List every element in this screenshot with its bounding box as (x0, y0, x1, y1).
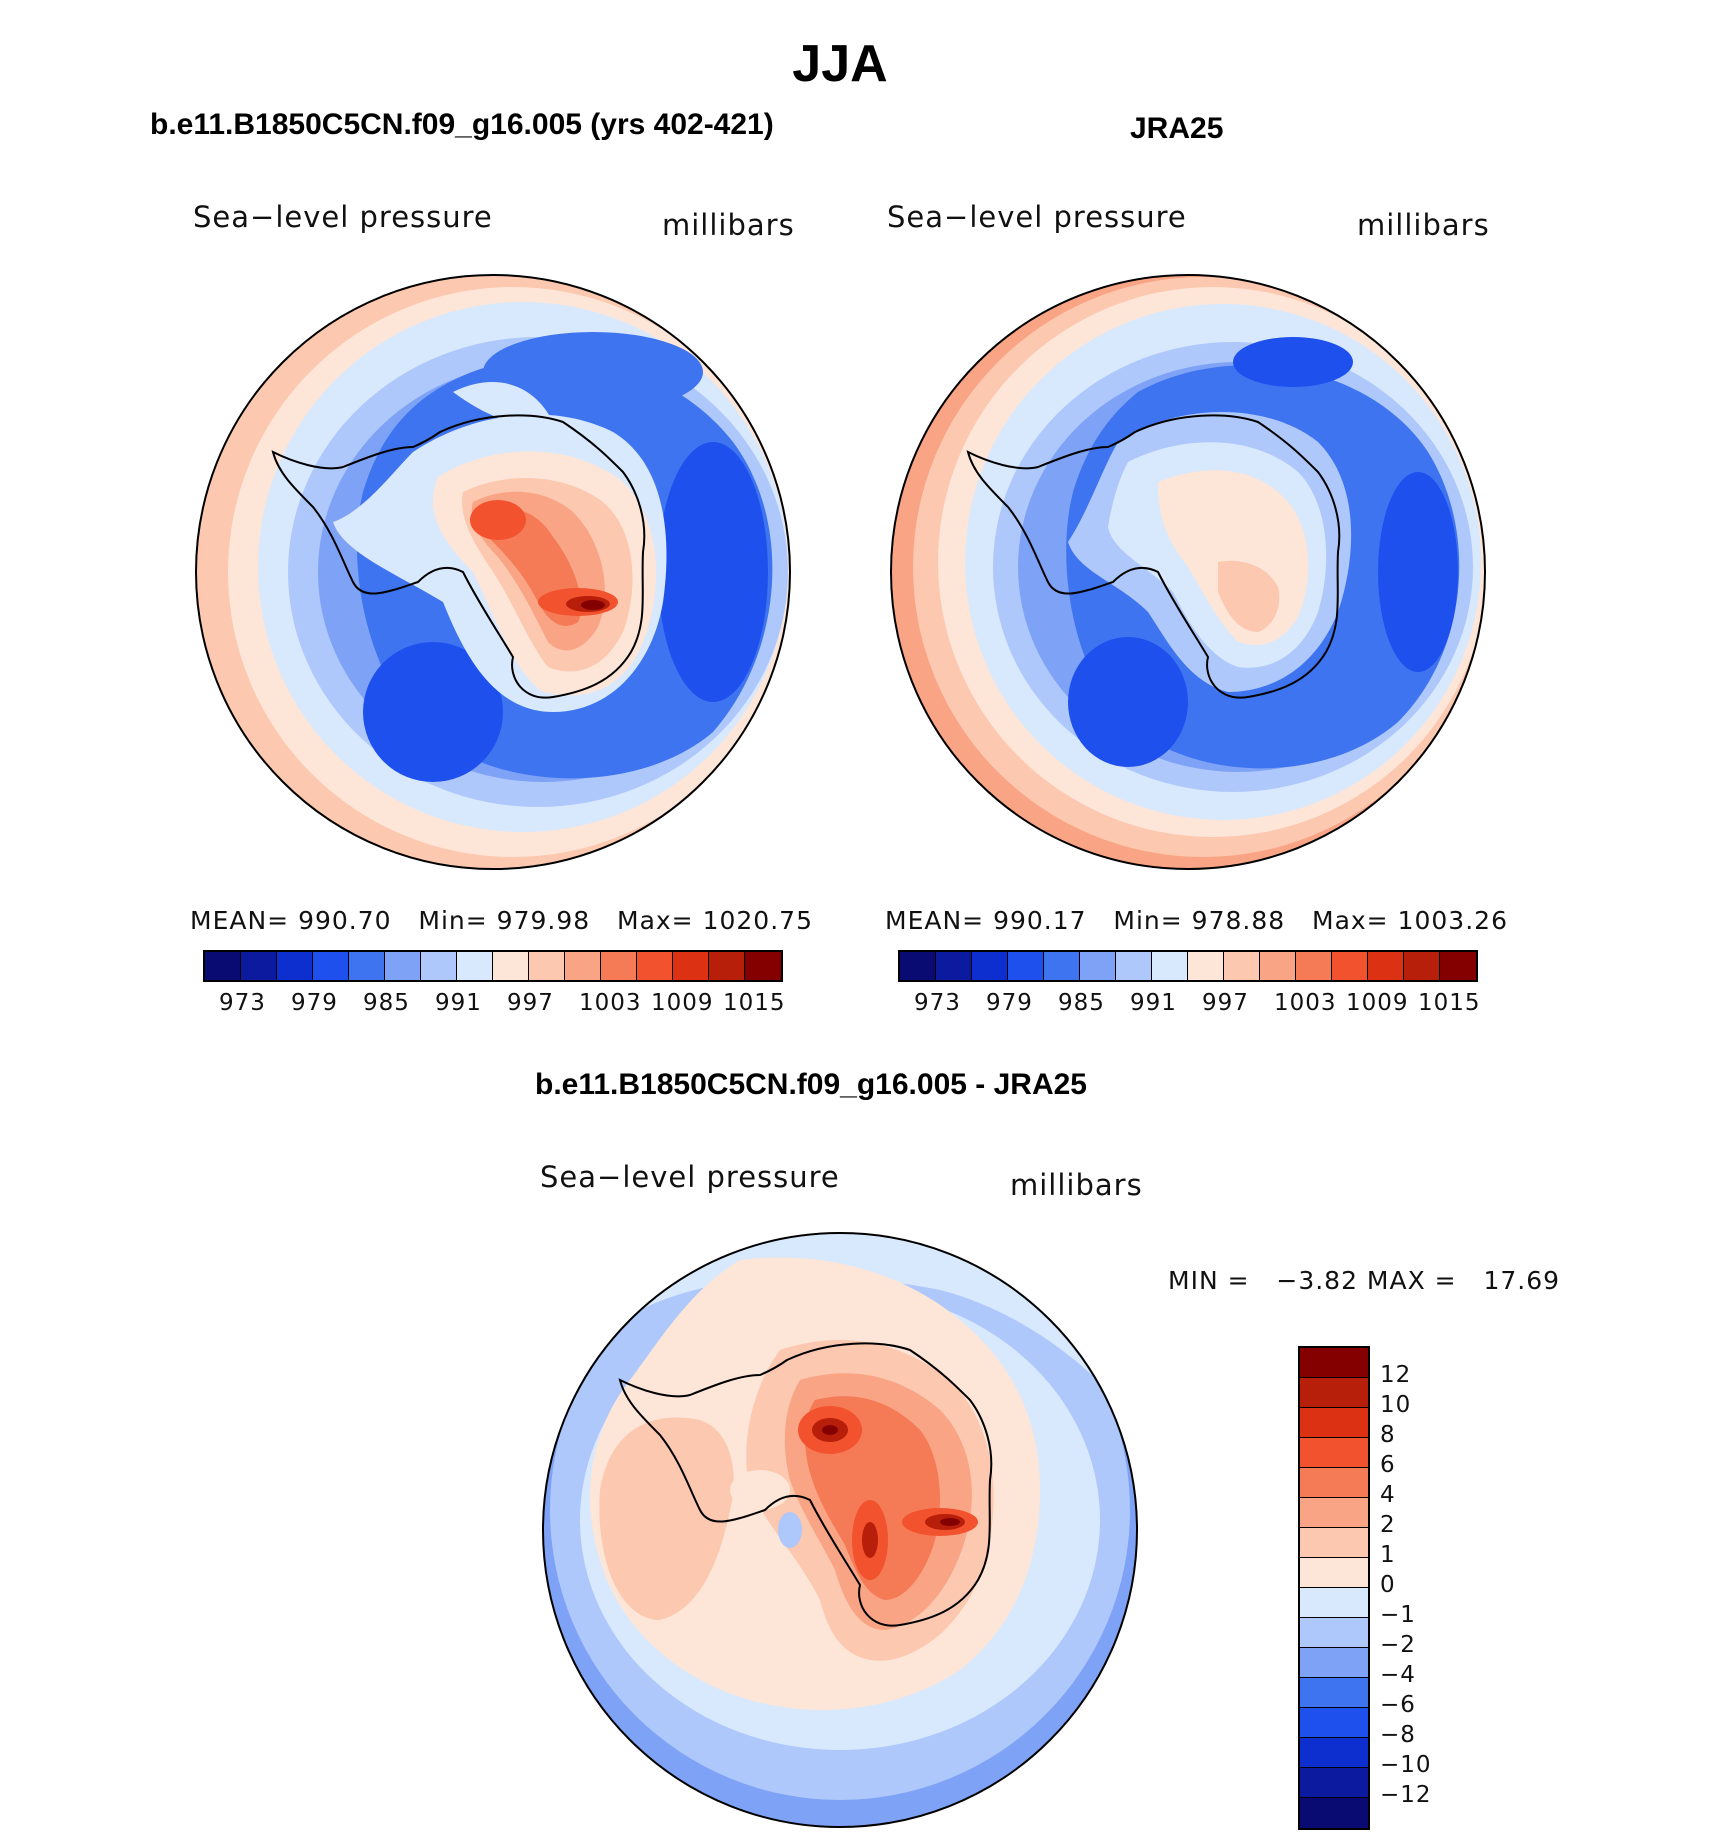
colorbar-swatch (1296, 952, 1332, 980)
colorbar-model (203, 950, 783, 982)
colorbar-tick-label: 991 (1130, 990, 1177, 1016)
colorbar-tick-label: 1003 (1274, 990, 1337, 1016)
colorbar-swatch (900, 952, 936, 980)
variable-label-model: Sea−level pressure (193, 200, 493, 234)
colorbar-tick-label: 997 (1202, 990, 1249, 1016)
variable-label-obs: Sea−level pressure (887, 200, 1187, 234)
colorbar-tick-label: −8 (1380, 1722, 1416, 1748)
colorbar-swatch (1188, 952, 1224, 980)
colorbar-swatch (1404, 952, 1440, 980)
colorbar-swatch (1300, 1798, 1368, 1828)
colorbar-tick-label: 1 (1380, 1542, 1396, 1568)
colorbar-swatch (972, 952, 1008, 980)
colorbar-diff (1298, 1346, 1370, 1830)
main-title: JJA (792, 35, 888, 93)
colorbar-swatch (1300, 1528, 1368, 1558)
colorbar-swatch (241, 952, 277, 980)
colorbar-swatch (565, 952, 601, 980)
colorbar-swatch (457, 952, 493, 980)
colorbar-tick-label: 979 (986, 990, 1033, 1016)
colorbar-tick-label: 1009 (651, 990, 714, 1016)
panel-title-model: b.e11.B1850C5CN.f09_g16.005 (yrs 402-421… (150, 108, 774, 141)
colorbar-diff-ticks: 12 10 8 6 4 2 1 0 −1 −2 −4 −6 −8 −10 −12 (1380, 1346, 1460, 1826)
colorbar-swatch (1300, 1618, 1368, 1648)
colorbar-tick-label: 6 (1380, 1452, 1396, 1478)
colorbar-swatch (1116, 952, 1152, 980)
colorbar-swatch (1300, 1708, 1368, 1738)
colorbar-tick-label: 4 (1380, 1482, 1396, 1508)
colorbar-tick-label: 985 (1058, 990, 1105, 1016)
colorbar-swatch (1300, 1348, 1368, 1378)
map-model-slp (195, 274, 791, 870)
colorbar-swatch (277, 952, 313, 980)
units-label-obs: millibars (1357, 208, 1490, 242)
variable-label-diff: Sea−level pressure (540, 1160, 840, 1194)
colorbar-swatch (1300, 1678, 1368, 1708)
colorbar-obs (898, 950, 1478, 982)
colorbar-swatch (601, 952, 637, 980)
units-label-diff: millibars (1010, 1168, 1143, 1202)
colorbar-swatch (1044, 952, 1080, 980)
colorbar-tick-label: 973 (219, 990, 266, 1016)
colorbar-tick-label: −12 (1380, 1782, 1432, 1808)
colorbar-tick-label: 1015 (723, 990, 786, 1016)
panel-title-diff: b.e11.B1850C5CN.f09_g16.005 - JRA25 (535, 1068, 1087, 1101)
colorbar-swatch (1368, 952, 1404, 980)
colorbar-swatch (637, 952, 673, 980)
colorbar-swatch (1440, 952, 1476, 980)
colorbar-swatch (385, 952, 421, 980)
colorbar-swatch (709, 952, 745, 980)
colorbar-swatch (349, 952, 385, 980)
colorbar-tick-label: −1 (1380, 1602, 1416, 1628)
panel-title-obs: JRA25 (1130, 112, 1224, 145)
colorbar-tick-label: −10 (1380, 1752, 1432, 1778)
colorbar-swatch (493, 952, 529, 980)
colorbar-tick-label: −6 (1380, 1692, 1416, 1718)
colorbar-swatch (1260, 952, 1296, 980)
colorbar-tick-label: 1003 (579, 990, 642, 1016)
colorbar-swatch (1332, 952, 1368, 980)
colorbar-tick-label: 12 (1380, 1362, 1412, 1388)
colorbar-swatch (1300, 1468, 1368, 1498)
colorbar-tick-label: 973 (914, 990, 961, 1016)
colorbar-swatch (1300, 1438, 1368, 1468)
units-label-model: millibars (662, 208, 795, 242)
map-diff-slp (542, 1232, 1138, 1828)
colorbar-tick-label: 1015 (1418, 990, 1481, 1016)
colorbar-tick-label: −4 (1380, 1662, 1416, 1688)
colorbar-swatch (1300, 1378, 1368, 1408)
colorbar-tick-label: 985 (363, 990, 410, 1016)
colorbar-tick-label: 8 (1380, 1422, 1396, 1448)
colorbar-swatch (205, 952, 241, 980)
colorbar-swatch (1224, 952, 1260, 980)
map-obs-slp (890, 274, 1486, 870)
colorbar-swatch (1300, 1558, 1368, 1588)
colorbar-swatch (1300, 1588, 1368, 1618)
colorbar-tick-label: 2 (1380, 1512, 1396, 1538)
colorbar-swatch (1300, 1768, 1368, 1798)
colorbar-tick-label: −2 (1380, 1632, 1416, 1658)
colorbar-tick-label: 10 (1380, 1392, 1412, 1418)
colorbar-swatch (673, 952, 709, 980)
colorbar-swatch (1080, 952, 1116, 980)
colorbar-tick-label: 997 (507, 990, 554, 1016)
diff-minmax: MIN = −3.82 MAX = 17.69 (1168, 1266, 1561, 1295)
colorbar-swatch (1300, 1498, 1368, 1528)
colorbar-swatch (1300, 1408, 1368, 1438)
colorbar-swatch (1008, 952, 1044, 980)
colorbar-swatch (936, 952, 972, 980)
colorbar-swatch (529, 952, 565, 980)
colorbar-tick-label: 0 (1380, 1572, 1396, 1598)
colorbar-tick-label: 991 (435, 990, 482, 1016)
stats-model: MEAN= 990.70 Min= 979.98 Max= 1020.75 (190, 906, 813, 935)
colorbar-tick-label: 979 (291, 990, 338, 1016)
colorbar-swatch (745, 952, 781, 980)
colorbar-swatch (421, 952, 457, 980)
colorbar-swatch (1152, 952, 1188, 980)
colorbar-swatch (313, 952, 349, 980)
colorbar-swatch (1300, 1738, 1368, 1768)
colorbar-tick-label: 1009 (1346, 990, 1409, 1016)
stats-obs: MEAN= 990.17 Min= 978.88 Max= 1003.26 (885, 906, 1508, 935)
colorbar-swatch (1300, 1648, 1368, 1678)
